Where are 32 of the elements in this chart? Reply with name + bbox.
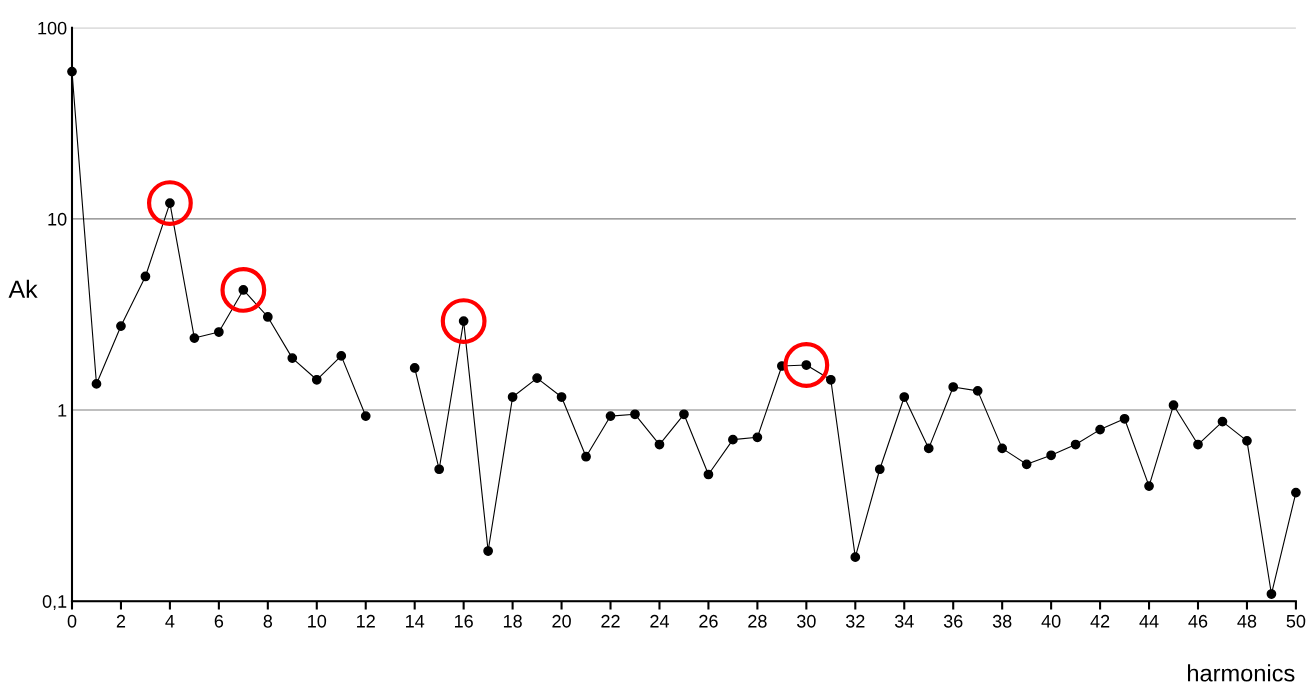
x-tick-label: 20 [552, 614, 571, 628]
x-tick-label: 2 [116, 614, 126, 628]
x-tick-label: 16 [454, 614, 473, 628]
x-tick-label: 8 [263, 614, 273, 628]
x-tick-label: 32 [845, 614, 865, 628]
x-tick-label: 22 [601, 614, 620, 628]
x-tick-label: 4 [165, 615, 175, 628]
x-tick-label: 12 [357, 614, 375, 628]
x-tick-label: 28 [748, 614, 767, 628]
x-tick-label: 42 [1090, 614, 1110, 628]
y-tick-label: 100 [38, 21, 67, 35]
y-tick-label: 0,1 [42, 595, 67, 611]
x-tick-label: 0 [67, 614, 77, 628]
x-tick-label: 34 [894, 614, 914, 628]
x-tick-label: 48 [1237, 614, 1257, 628]
x-tick-label: 14 [406, 615, 425, 628]
x-tick-label: 50 [1286, 614, 1306, 628]
x-tick-label: 10 [308, 614, 327, 628]
x-tick-label: 30 [796, 614, 816, 628]
x-tick-label: 40 [1041, 614, 1061, 628]
x-tick-label: 6 [214, 614, 224, 628]
x-tick-label: 18 [503, 614, 522, 628]
x-tick-label: 38 [992, 614, 1012, 628]
x-tick-label: 46 [1188, 614, 1208, 628]
x-tick-label: 26 [699, 614, 718, 628]
x-tick-label: 24 [650, 614, 669, 628]
x-tick-label: 36 [943, 614, 963, 628]
y-axis-title: Ak [8, 279, 38, 298]
x-axis-title: harmonics [1188, 664, 1295, 682]
x-tick-label: 44 [1139, 615, 1159, 628]
y-tick-label: 10 [48, 212, 67, 226]
y-tick-label: 1 [58, 404, 67, 417]
